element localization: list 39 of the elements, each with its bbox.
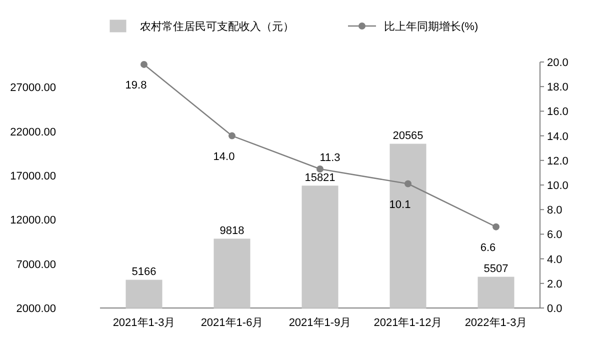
y-tick-label: 2000.00 [16, 303, 56, 315]
data-label: 5166 [132, 266, 156, 278]
legend-label: 农村常住居民可支配收入（元） [140, 20, 294, 33]
data-label: 6.6 [480, 242, 496, 254]
y2-tick-label: 0.0 [547, 303, 562, 315]
data-label: 20565 [392, 130, 424, 142]
x-tick-label: 2021年1-3月 [112, 317, 176, 329]
x-tick-label: 2021年1-6月 [200, 317, 264, 329]
y-tick-label: 7000.00 [16, 258, 56, 271]
y2-tick-label: 8.0 [547, 204, 562, 217]
y-tick-label: 12000.00 [10, 214, 56, 227]
x-tick-label: 2021年1-9月 [288, 317, 352, 329]
data-label: 14.0 [213, 150, 235, 163]
data-label: 5507 [484, 263, 508, 276]
legend-label: 比上年同期增长(%) [384, 20, 478, 33]
x-tick-label: 2022年1-3月 [464, 317, 528, 329]
y2-tick-label: 10.0 [547, 180, 568, 192]
point [404, 180, 412, 188]
point [492, 223, 500, 230]
point [228, 132, 236, 140]
y-tick-label: 17000.00 [10, 170, 56, 183]
y-tick-label: 27000.00 [10, 82, 56, 94]
y2-tick-label: 2.0 [547, 278, 562, 290]
y2-tick-label: 16.0 [547, 106, 568, 118]
y2-tick-label: 14.0 [547, 130, 568, 143]
data-label: 19.8 [125, 79, 147, 92]
y2-tick-label: 4.0 [547, 254, 562, 266]
point [316, 166, 324, 173]
x-tick-label: 2021年1-12月 [374, 317, 442, 329]
y-tick-label: 22000.00 [10, 126, 56, 138]
y2-tick-label: 12.0 [547, 155, 568, 168]
y2-tick-label: 6.0 [547, 229, 562, 242]
data-label: 11.3 [320, 152, 340, 164]
data-label: 9818 [220, 224, 244, 237]
point [140, 60, 148, 68]
data-label: 15821 [304, 172, 336, 184]
data-label: 10.1 [389, 198, 411, 211]
y2-tick-label: 20.0 [547, 57, 568, 69]
y2-tick-label: 18.0 [547, 82, 568, 94]
